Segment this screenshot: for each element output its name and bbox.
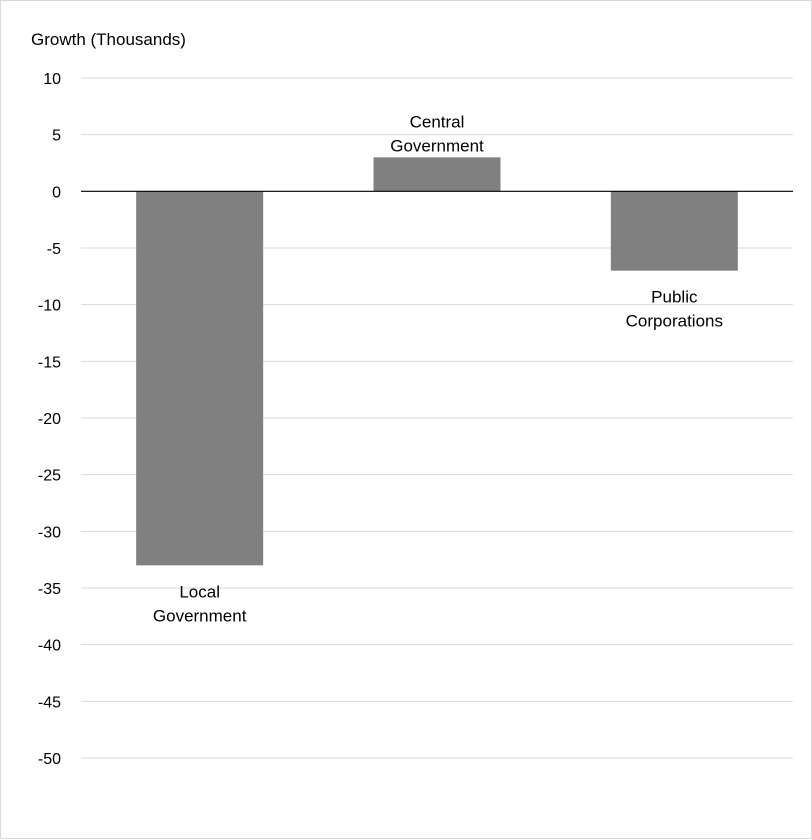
y-tick-label: -45	[38, 694, 61, 711]
category-label: Government	[153, 606, 247, 625]
y-tick-label: 5	[52, 128, 61, 145]
y-tick-label: -25	[38, 468, 61, 485]
y-tick-label: -35	[38, 581, 61, 598]
category-labels: Local Government Central Government Public Co…	[153, 112, 723, 625]
y-tick-label: -10	[38, 298, 61, 315]
y-tick-label: 0	[52, 184, 61, 201]
y-tick-label: 10	[43, 71, 61, 88]
y-tick-label: -30	[38, 524, 61, 541]
y-tick-label: -5	[47, 241, 61, 258]
y-tick-labels: 10 5 0 -5 -10 -15 -20 -25 -30 -35 -40 -45 -50	[38, 71, 61, 768]
y-axis-label: Growth (Thousands)	[31, 30, 186, 49]
category-label: Government	[390, 136, 484, 155]
bar	[373, 157, 501, 192]
y-tick-label: -40	[38, 638, 61, 655]
bars	[136, 157, 738, 566]
category-label: Central	[410, 112, 465, 131]
bar	[610, 191, 738, 271]
y-tick-label: -50	[38, 751, 61, 768]
bar	[136, 191, 264, 566]
category-label: Local	[179, 582, 220, 601]
category-label: Corporations	[626, 312, 723, 331]
y-tick-label: -15	[38, 354, 61, 371]
category-label: Public	[651, 288, 698, 307]
y-tick-label: -20	[38, 411, 61, 428]
